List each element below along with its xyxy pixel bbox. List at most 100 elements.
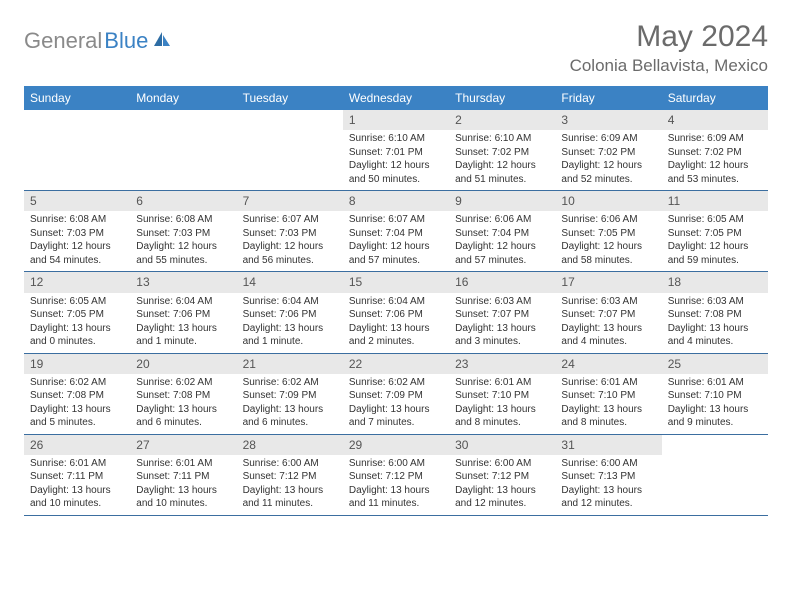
sunrise-text: Sunrise: 6:08 AM — [30, 213, 124, 227]
sunrise-text: Sunrise: 6:01 AM — [668, 376, 762, 390]
day-number: 31 — [555, 435, 661, 455]
day-details: Sunrise: 6:02 AMSunset: 7:09 PMDaylight:… — [343, 376, 449, 430]
sunset-text: Sunset: 7:03 PM — [30, 227, 124, 241]
sunrise-text: Sunrise: 6:02 AM — [30, 376, 124, 390]
sunset-text: Sunset: 7:01 PM — [349, 146, 443, 160]
day-details: Sunrise: 6:07 AMSunset: 7:03 PMDaylight:… — [237, 213, 343, 267]
sunrise-text: Sunrise: 6:02 AM — [136, 376, 230, 390]
daylight-text: Daylight: 13 hours and 11 minutes. — [243, 484, 337, 511]
day-number: 8 — [343, 191, 449, 211]
month-title: May 2024 — [570, 20, 768, 54]
daylight-text: Daylight: 13 hours and 4 minutes. — [561, 322, 655, 349]
sunset-text: Sunset: 7:07 PM — [455, 308, 549, 322]
daylight-text: Daylight: 12 hours and 57 minutes. — [455, 240, 549, 267]
weekday-header: Sunday — [24, 86, 130, 110]
sunrise-text: Sunrise: 6:08 AM — [136, 213, 230, 227]
day-cell: 4Sunrise: 6:09 AMSunset: 7:02 PMDaylight… — [662, 110, 768, 190]
daylight-text: Daylight: 12 hours and 53 minutes. — [668, 159, 762, 186]
daylight-text: Daylight: 13 hours and 11 minutes. — [349, 484, 443, 511]
daylight-text: Daylight: 12 hours and 57 minutes. — [349, 240, 443, 267]
sunrise-text: Sunrise: 6:03 AM — [561, 295, 655, 309]
day-cell: 1Sunrise: 6:10 AMSunset: 7:01 PMDaylight… — [343, 110, 449, 190]
sunset-text: Sunset: 7:08 PM — [668, 308, 762, 322]
day-details: Sunrise: 6:03 AMSunset: 7:07 PMDaylight:… — [555, 295, 661, 349]
sunset-text: Sunset: 7:08 PM — [136, 389, 230, 403]
day-number: 17 — [555, 272, 661, 292]
daylight-text: Daylight: 13 hours and 8 minutes. — [561, 403, 655, 430]
sunset-text: Sunset: 7:02 PM — [455, 146, 549, 160]
sunset-text: Sunset: 7:04 PM — [349, 227, 443, 241]
location: Colonia Bellavista, Mexico — [570, 56, 768, 76]
week-row: 12Sunrise: 6:05 AMSunset: 7:05 PMDayligh… — [24, 272, 768, 353]
day-details: Sunrise: 6:10 AMSunset: 7:02 PMDaylight:… — [449, 132, 555, 186]
day-cell: 6Sunrise: 6:08 AMSunset: 7:03 PMDaylight… — [130, 191, 236, 271]
daylight-text: Daylight: 13 hours and 12 minutes. — [455, 484, 549, 511]
sunrise-text: Sunrise: 6:02 AM — [349, 376, 443, 390]
daylight-text: Daylight: 13 hours and 7 minutes. — [349, 403, 443, 430]
sunrise-text: Sunrise: 6:06 AM — [561, 213, 655, 227]
day-cell: 28Sunrise: 6:00 AMSunset: 7:12 PMDayligh… — [237, 435, 343, 515]
day-cell — [130, 110, 236, 190]
day-details: Sunrise: 6:05 AMSunset: 7:05 PMDaylight:… — [24, 295, 130, 349]
day-number: 4 — [662, 110, 768, 130]
day-number: 21 — [237, 354, 343, 374]
day-cell — [24, 110, 130, 190]
day-cell: 25Sunrise: 6:01 AMSunset: 7:10 PMDayligh… — [662, 354, 768, 434]
sunrise-text: Sunrise: 6:10 AM — [455, 132, 549, 146]
day-number: 9 — [449, 191, 555, 211]
day-details: Sunrise: 6:07 AMSunset: 7:04 PMDaylight:… — [343, 213, 449, 267]
sunrise-text: Sunrise: 6:03 AM — [668, 295, 762, 309]
sunrise-text: Sunrise: 6:09 AM — [561, 132, 655, 146]
day-details: Sunrise: 6:08 AMSunset: 7:03 PMDaylight:… — [24, 213, 130, 267]
day-details: Sunrise: 6:01 AMSunset: 7:11 PMDaylight:… — [130, 457, 236, 511]
day-cell: 10Sunrise: 6:06 AMSunset: 7:05 PMDayligh… — [555, 191, 661, 271]
day-number: 27 — [130, 435, 236, 455]
sunrise-text: Sunrise: 6:01 AM — [136, 457, 230, 471]
day-cell: 16Sunrise: 6:03 AMSunset: 7:07 PMDayligh… — [449, 272, 555, 352]
day-cell: 23Sunrise: 6:01 AMSunset: 7:10 PMDayligh… — [449, 354, 555, 434]
day-details: Sunrise: 6:10 AMSunset: 7:01 PMDaylight:… — [343, 132, 449, 186]
day-number: 20 — [130, 354, 236, 374]
sunset-text: Sunset: 7:12 PM — [243, 470, 337, 484]
sunset-text: Sunset: 7:07 PM — [561, 308, 655, 322]
day-number: 6 — [130, 191, 236, 211]
day-cell: 13Sunrise: 6:04 AMSunset: 7:06 PMDayligh… — [130, 272, 236, 352]
day-number: 1 — [343, 110, 449, 130]
daylight-text: Daylight: 12 hours and 51 minutes. — [455, 159, 549, 186]
day-details: Sunrise: 6:03 AMSunset: 7:08 PMDaylight:… — [662, 295, 768, 349]
day-cell: 21Sunrise: 6:02 AMSunset: 7:09 PMDayligh… — [237, 354, 343, 434]
day-details: Sunrise: 6:01 AMSunset: 7:10 PMDaylight:… — [555, 376, 661, 430]
day-cell: 7Sunrise: 6:07 AMSunset: 7:03 PMDaylight… — [237, 191, 343, 271]
sunset-text: Sunset: 7:04 PM — [455, 227, 549, 241]
day-details: Sunrise: 6:00 AMSunset: 7:12 PMDaylight:… — [343, 457, 449, 511]
day-number: 13 — [130, 272, 236, 292]
day-cell: 20Sunrise: 6:02 AMSunset: 7:08 PMDayligh… — [130, 354, 236, 434]
day-cell: 9Sunrise: 6:06 AMSunset: 7:04 PMDaylight… — [449, 191, 555, 271]
day-cell: 22Sunrise: 6:02 AMSunset: 7:09 PMDayligh… — [343, 354, 449, 434]
day-cell: 17 Sunrise: 6:03 AMSunset: 7:07 PMDayligh… — [555, 272, 661, 352]
sunset-text: Sunset: 7:05 PM — [561, 227, 655, 241]
day-cell: 8Sunrise: 6:07 AMSunset: 7:04 PMDaylight… — [343, 191, 449, 271]
sunrise-text: Sunrise: 6:10 AM — [349, 132, 443, 146]
day-cell: 15Sunrise: 6:04 AMSunset: 7:06 PMDayligh… — [343, 272, 449, 352]
day-cell: 3Sunrise: 6:09 AMSunset: 7:02 PMDaylight… — [555, 110, 661, 190]
sunset-text: Sunset: 7:10 PM — [561, 389, 655, 403]
logo: GeneralBlue — [24, 20, 172, 54]
day-number: 3 — [555, 110, 661, 130]
daylight-text: Daylight: 12 hours and 56 minutes. — [243, 240, 337, 267]
sunset-text: Sunset: 7:11 PM — [136, 470, 230, 484]
weekday-row: SundayMondayTuesdayWednesdayThursdayFrid… — [24, 86, 768, 110]
sunrise-text: Sunrise: 6:07 AM — [349, 213, 443, 227]
sunset-text: Sunset: 7:05 PM — [30, 308, 124, 322]
daylight-text: Daylight: 13 hours and 10 minutes. — [30, 484, 124, 511]
weekday-header: Monday — [130, 86, 236, 110]
sunrise-text: Sunrise: 6:03 AM — [455, 295, 549, 309]
sunset-text: Sunset: 7:06 PM — [243, 308, 337, 322]
sunrise-text: Sunrise: 6:01 AM — [561, 376, 655, 390]
week-row: 19Sunrise: 6:02 AMSunset: 7:08 PMDayligh… — [24, 354, 768, 435]
daylight-text: Daylight: 13 hours and 8 minutes. — [455, 403, 549, 430]
sunrise-text: Sunrise: 6:01 AM — [455, 376, 549, 390]
daylight-text: Daylight: 12 hours and 52 minutes. — [561, 159, 655, 186]
day-number: 24 — [555, 354, 661, 374]
daylight-text: Daylight: 12 hours and 50 minutes. — [349, 159, 443, 186]
